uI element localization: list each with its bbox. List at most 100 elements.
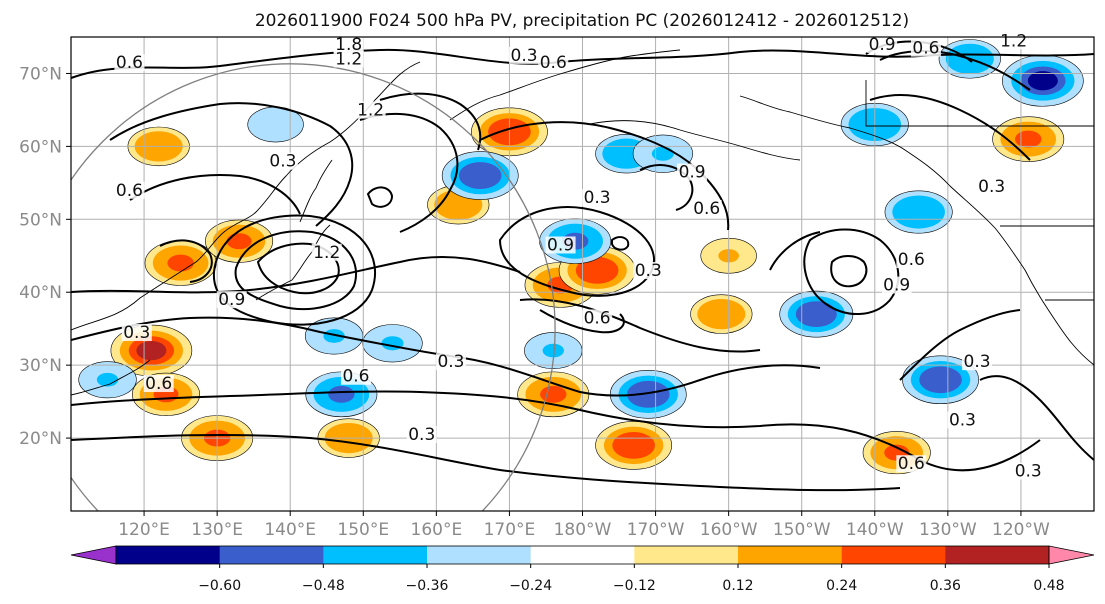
contour-label-bg: [121, 323, 152, 341]
contour-label: 0.9: [218, 290, 245, 310]
colorbar-tick-label: 0.36: [930, 578, 961, 594]
contour-label: 0.6: [693, 199, 720, 219]
colorbar-tick-label: 0.12: [722, 578, 753, 594]
contour-label-bg: [881, 276, 912, 294]
lat-tick-label: 20°N: [19, 429, 62, 449]
latitude-axis: 20°N 30°N 40°N 50°N 60°N 70°N: [19, 64, 71, 449]
lon-tick-label: 140°E: [264, 520, 316, 540]
precip-core: [709, 306, 733, 322]
chart-title: 2026011900 F024 500 hPa PV, precipitatio…: [255, 11, 909, 31]
longitude-axis: 120°E 130°E 140°E 150°E 160°E 170°E 180°W 170°W…: [118, 511, 1050, 540]
contour-label-bg: [867, 35, 898, 53]
colorbar-tick-label: −0.12: [613, 578, 656, 594]
precip-core: [466, 166, 495, 185]
contour-label-bg: [538, 54, 569, 72]
contour-label: 0.6: [898, 454, 925, 474]
contour-label: 0.6: [116, 53, 143, 73]
colorbar-segment: [634, 546, 739, 564]
lon-tick-label: 150°W: [773, 520, 831, 540]
precip-blob: [779, 290, 854, 338]
contour-label: 0.6: [540, 53, 567, 73]
lon-tick-label: 130°E: [191, 520, 243, 540]
lon-tick-label: 170°E: [484, 520, 536, 540]
lon-tick-label: 160°W: [700, 520, 758, 540]
contour-label-bg: [333, 50, 364, 68]
contour-label: 0.3: [269, 152, 296, 172]
contour-label: 0.6: [912, 39, 939, 59]
contour-label: 0.9: [547, 235, 574, 255]
contour-label: 1.8: [335, 35, 362, 55]
lon-tick-label: 180°W: [554, 520, 612, 540]
lon-tick-label: 120°W: [992, 520, 1050, 540]
lon-tick-label: 150°E: [337, 520, 389, 540]
contour-label-bg: [333, 35, 364, 53]
precip-blob: [902, 355, 979, 405]
contour-label: 0.3: [949, 410, 976, 430]
contour-label-bg: [582, 309, 613, 327]
contour-label: 0.3: [584, 188, 611, 208]
reference-circle: [71, 63, 556, 511]
precip-core: [583, 261, 612, 280]
contour-label: 1.2: [1000, 31, 1027, 51]
lon-tick-label: 160°E: [411, 520, 463, 540]
precip-blob: [690, 294, 753, 334]
contour-label-bg: [677, 163, 708, 181]
precip-core: [542, 343, 564, 358]
precip-blob: [247, 106, 304, 143]
graticule: [71, 37, 1094, 511]
pv-contour-labels: 1.81.20.6 0.3 0.60.9 0.6 1.21.20.30.6 0.30.90…: [114, 31, 1044, 482]
contour-label-bg: [633, 262, 664, 279]
contour-label: 0.6: [145, 374, 172, 394]
colorbar-extend-high: [1048, 545, 1095, 565]
contour-label: 0.3: [408, 425, 435, 445]
colorbar-extend-low: [70, 545, 117, 565]
contour-label: 0.3: [511, 46, 538, 66]
colorbar-tick-label: −0.48: [302, 578, 345, 594]
contour-label: 0.6: [116, 181, 143, 201]
precip-core: [540, 385, 567, 403]
precip-core: [1027, 71, 1058, 91]
precip-core: [167, 254, 194, 272]
contour-label-bg: [947, 411, 978, 429]
precip-core: [619, 436, 648, 455]
precip-blob: [441, 151, 519, 200]
contour-label-bg: [311, 243, 342, 261]
precip-core: [226, 233, 252, 250]
colorbar-segment: [841, 546, 946, 564]
colorbar-tick-label: 0.48: [1033, 578, 1064, 594]
contour-label: 0.9: [869, 35, 896, 55]
contour-label: 1.2: [357, 101, 384, 121]
contour-label: 0.3: [978, 177, 1005, 197]
lat-tick-label: 70°N: [19, 64, 62, 84]
precip-core: [446, 197, 470, 213]
colorbar-segment: [945, 546, 1050, 564]
contour-label-bg: [582, 189, 613, 207]
contour-label-bg: [545, 236, 576, 254]
colorbar-segment: [323, 546, 428, 564]
colorbar-tick-label: 0.24: [826, 578, 857, 594]
contour-label-bg: [406, 426, 437, 444]
lon-tick-label: 120°E: [118, 520, 170, 540]
colorbar-segment: [427, 546, 532, 564]
precip-core: [265, 117, 286, 132]
contour-label: 0.9: [679, 163, 706, 183]
colorbar-segment: [219, 546, 324, 564]
precip-blob: [362, 324, 423, 363]
precip-blob: [78, 361, 137, 399]
precip-blob: [992, 116, 1065, 162]
precip-blob: [524, 332, 583, 370]
contour-label: 0.3: [964, 352, 991, 372]
contour-label-bg: [962, 353, 993, 371]
precip-blob: [517, 371, 590, 418]
precip-blob: [1002, 54, 1084, 107]
contour-label: 0.3: [123, 323, 150, 343]
contour-label-bg: [267, 152, 298, 170]
contour-label-bg: [896, 251, 927, 269]
precip-core: [323, 329, 345, 343]
precip-core: [906, 204, 932, 221]
precip-blob: [595, 421, 673, 470]
contour-label: 0.3: [437, 352, 464, 372]
precip-blob: [205, 219, 274, 263]
precip-core: [1015, 130, 1042, 148]
colorbar-tick-label: −0.60: [198, 578, 241, 594]
